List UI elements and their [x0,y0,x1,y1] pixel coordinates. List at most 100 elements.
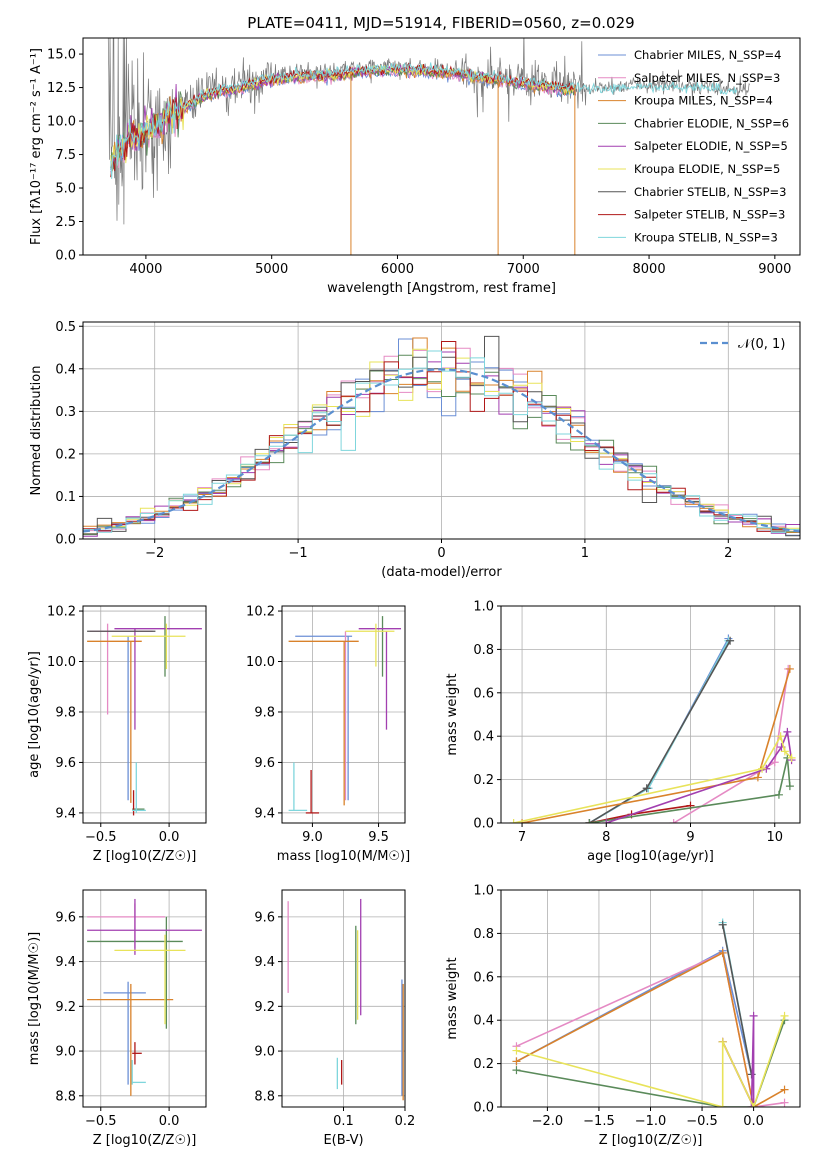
ytick-label-2: 0.2 [55,447,76,462]
x-axis-label: wavelength [Angstrom, rest frame] [327,281,556,296]
ytick-label-1: 0.2 [473,1057,494,1072]
y-axis-label: age [log10(age/yr)] [27,651,42,778]
xtick-label-3: −0.5 [686,1114,718,1129]
xtick-label-1: −1.5 [583,1114,615,1129]
plot-area [83,606,206,823]
ytick-label-2: 9.2 [254,1000,275,1015]
weight-line-6 [589,757,791,823]
weight-point-8-3 [780,747,789,756]
weight-point-4-2 [785,664,794,673]
legend-label-5: Kroupa ELODIE, N_SSP=5 [634,162,780,176]
xtick-label-0: −2 [145,546,164,561]
ytick-label-2: 9.8 [254,705,275,720]
x-axis-label: Z [log10(Z/Z☉)] [599,1133,703,1148]
ytick-label-0: 0.0 [473,817,494,832]
ytick-label-0: 0.0 [55,533,76,548]
ytick-label-3: 0.3 [55,405,76,420]
weight-point-8-0 [512,1046,521,1055]
xtick-label-2: 6000 [381,262,414,277]
xtick-label-2: 9 [686,830,694,845]
xtick-label-5: 9000 [758,262,791,277]
ytick-label-0: 9.4 [254,806,275,821]
weight-point-3-3 [780,1098,789,1107]
weight-point-4-1 [753,773,762,782]
residual-histogram-0 [83,338,800,536]
ytick-label-2: 5.0 [55,182,76,197]
weight-point-2-2 [726,636,735,645]
residual-histogram-5 [83,348,800,535]
weight-point-8-2 [776,732,785,741]
weight-point-6-1 [774,790,783,799]
ytick-label-4: 0.8 [473,927,494,942]
ytick-label-3: 0.6 [473,970,494,985]
ytick-label-1: 9.0 [55,1045,76,1060]
axes-frame [82,605,207,824]
ytick-label-4: 9.6 [55,910,76,925]
ytick-label-0: 8.8 [254,1089,275,1104]
ytick-label-5: 12.5 [47,81,76,96]
ytick-label-2: 0.4 [473,1014,494,1029]
weight-point-6-0 [512,1066,521,1075]
chart-mass-vs-EBV: 0.1 0.2 8.8 9.0 9.2 9.4 9.6 E(B-V) [254,889,415,1148]
xtick-label-0: 4000 [129,262,162,277]
ytick-label-6: 15.0 [47,48,76,63]
weight-point-7-3 [783,727,792,736]
ytick-label-5: 0.5 [55,320,76,335]
xtick-label-0: −0.5 [85,1114,117,1129]
ytick-label-5: 1.0 [473,600,494,615]
ytick-label-4: 0.4 [55,362,76,377]
axes-frame [500,605,801,824]
ytick-label-3: 9.4 [55,955,76,970]
x-axis-label: Z [log10(Z/Z☉)] [93,849,197,864]
weight-line-7 [606,728,793,823]
xtick-label-0: 7 [518,830,526,845]
weight-line-1 [588,640,730,823]
model-spectrum-line-8 [110,62,738,179]
legend-label-8: Kroupa STELIB, N_SSP=3 [634,230,778,244]
xtick-label-1: 8 [602,830,610,845]
ytick-label-3: 10.0 [246,655,275,670]
legend-label-7: Salpeter STELIB, N_SSP=3 [634,208,785,222]
chart-weight-vs-Z: −2.0 −1.5 −1.0 −0.5 0.0 0.0 0.2 0.4 0.6 0.8 1.0 Z [… [445,884,801,1148]
xtick-label-0: 0.1 [333,1114,354,1129]
weight-line-2 [721,924,753,1075]
xtick-label-0: 9.0 [302,830,323,845]
model-spectrum-line-1 [110,65,576,175]
ytick-label-4: 10.2 [47,605,76,620]
weight-point-4-0 [518,819,527,823]
axes-frame [82,889,207,1108]
x-axis-label: age [log10(age/yr)] [587,849,714,864]
x-axis-label: mass [log10(M/M☉)] [277,849,410,864]
xtick-label-1: 0.0 [159,830,180,845]
chart-age-vs-mass: 9.0 9.5 9.4 9.6 9.8 10.0 10.2 mass [log10(M/M☉)… [246,605,410,864]
xtick-label-3: 7000 [507,262,540,277]
x-axis-label: E(B-V) [323,1133,363,1148]
legend-label-2: Kroupa MILES, N_SSP=4 [634,94,773,108]
weight-point-7-2 [749,1011,758,1020]
weight-point-6-3 [785,782,794,791]
ytick-label-2: 0.4 [473,730,494,745]
plot-area [107,38,750,255]
legend-label-normal: 𝒩(0, 1) [738,337,785,352]
weight-point-7-0 [602,819,611,823]
weight-line-4 [516,951,785,1107]
ytick-label-0: 0.0 [473,1101,494,1116]
legend-label-4: Salpeter ELODIE, N_SSP=5 [634,139,788,153]
x-axis-label: Z [log10(Z/Z☉)] [93,1133,197,1148]
weight-point-8-1 [718,1103,727,1107]
weight-point-8-4 [787,753,796,762]
weight-point-8-1 [758,764,767,773]
ytick-label-0: 8.8 [55,1089,76,1104]
weight-point-3-0 [669,819,678,823]
figure-title: PLATE=0411, MJD=51914, FIBERID=0560, z=0… [247,14,634,32]
xtick-label-4: 0.0 [743,1114,764,1129]
ytick-label-3: 10.0 [47,655,76,670]
y-axis-label: mass [log10(M/M☉)] [27,932,42,1065]
axes-frame [281,605,406,824]
weight-line-0 [588,638,730,823]
plot-area [83,322,800,539]
legend-label-6: Chabrier STELIB, N_SSP=3 [634,185,786,199]
ytick-label-4: 10.0 [47,115,76,130]
xtick-label-1: 9.5 [368,830,389,845]
